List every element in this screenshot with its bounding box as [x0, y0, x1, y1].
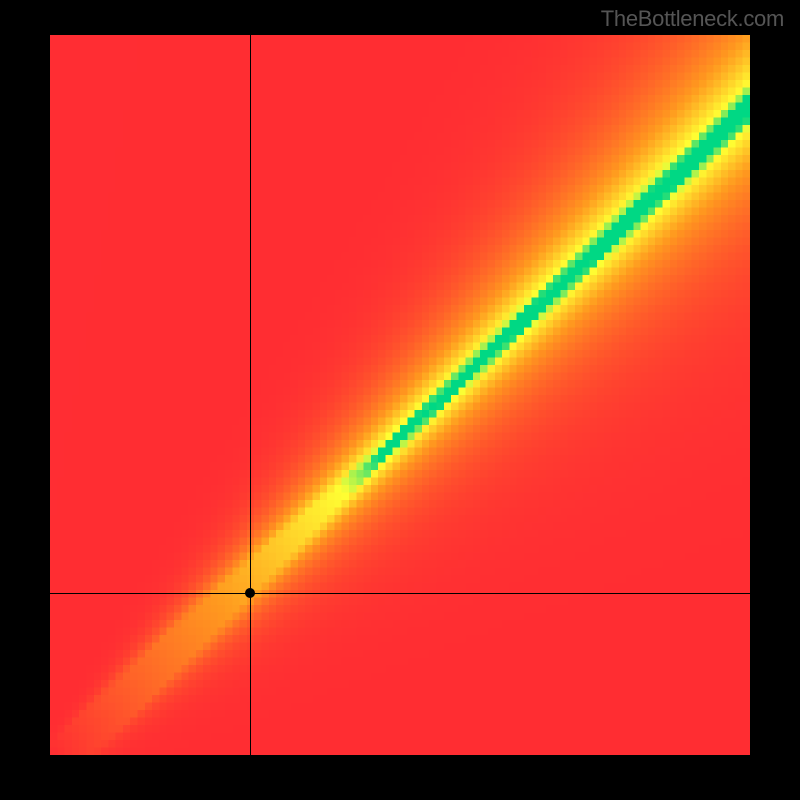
watermark-text: TheBottleneck.com [601, 6, 784, 32]
heatmap-canvas [50, 35, 750, 755]
heatmap-plot-area [50, 35, 750, 755]
crosshair-horizontal-line [50, 593, 750, 594]
crosshair-marker-dot [245, 588, 255, 598]
crosshair-vertical-line [250, 35, 251, 755]
